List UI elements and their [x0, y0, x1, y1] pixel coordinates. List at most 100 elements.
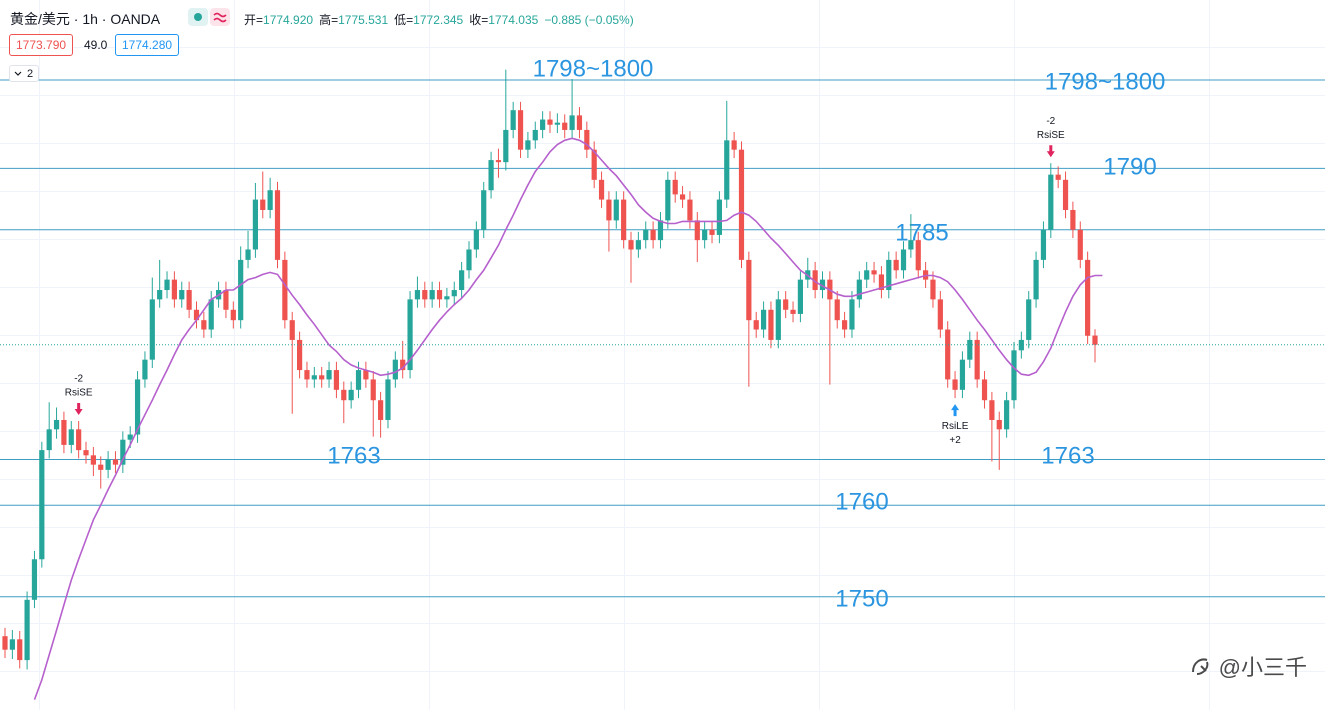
candle-body — [223, 290, 229, 310]
candle-body — [436, 290, 443, 300]
candle-body — [105, 459, 111, 470]
candle-body — [1048, 174, 1054, 230]
candle-body — [724, 140, 730, 200]
signal-arrow — [951, 404, 960, 417]
candle-body — [576, 115, 583, 130]
signal-qty: -2 — [1046, 116, 1055, 127]
candle-body — [466, 249, 472, 271]
candle-body — [945, 329, 951, 380]
candle-body — [967, 339, 973, 360]
candle-body — [1026, 299, 1032, 340]
candle-body — [841, 320, 848, 330]
candle-body — [1077, 229, 1083, 260]
candle-body — [871, 270, 877, 275]
candle-body — [1011, 350, 1017, 401]
candle-body — [326, 370, 332, 380]
signal-arrow — [74, 403, 83, 416]
level-label: 1763 — [327, 442, 380, 469]
level-label: 1760 — [835, 488, 888, 515]
candle-body — [1092, 335, 1098, 345]
candle-body — [760, 309, 767, 330]
level-label: 1798~1800 — [1045, 68, 1166, 95]
candle-body — [937, 299, 943, 330]
signal-name: RsiLE — [942, 421, 969, 432]
candle-body — [915, 240, 921, 271]
candle-body — [363, 370, 369, 380]
level-label: 1785 — [895, 219, 948, 246]
ask-box[interactable]: 1774.280 — [115, 34, 180, 56]
candle-body — [385, 379, 391, 420]
candle-body — [142, 359, 148, 380]
signal-qty: -2 — [74, 374, 83, 385]
candle-body — [311, 375, 317, 380]
candle-body — [1055, 174, 1061, 180]
candle-body — [31, 559, 38, 600]
candle-body — [635, 240, 641, 250]
candle-body — [679, 194, 686, 200]
candle-body — [120, 439, 126, 465]
candle-body — [400, 359, 406, 371]
candle-body — [429, 290, 435, 300]
candle-body — [341, 389, 347, 401]
candle-body — [230, 309, 236, 321]
candle-body — [606, 199, 612, 221]
bid-box[interactable]: 1773.790 — [9, 34, 74, 56]
candle-body — [643, 229, 649, 241]
candle-body — [171, 279, 177, 300]
approx-glyph — [213, 12, 227, 23]
ohlc-label: 高= — [319, 13, 339, 27]
candle-body — [407, 299, 413, 371]
candle-body — [98, 464, 104, 470]
collapsed-count: 2 — [27, 67, 34, 80]
collapse-button[interactable]: 2 — [9, 65, 39, 82]
candle-body — [1033, 259, 1039, 300]
candle-body — [76, 429, 82, 451]
candle-body — [864, 270, 870, 280]
candle-body — [370, 379, 376, 401]
candle-body — [834, 299, 840, 321]
candle-body — [179, 290, 185, 300]
candle-body — [201, 320, 207, 330]
ohlc-value: 1774.035 — [488, 13, 539, 27]
delay-icon — [210, 8, 230, 26]
candle-body — [267, 190, 273, 210]
candle-body — [650, 229, 656, 241]
candle-body — [90, 455, 96, 465]
ohlc-label: 低= — [394, 13, 414, 27]
candle-body — [68, 429, 74, 445]
candle-body — [444, 296, 450, 300]
candle-body — [2, 636, 8, 650]
candle-body — [797, 279, 804, 314]
candle-body — [790, 309, 796, 314]
candle-body — [628, 240, 634, 250]
candle-body — [481, 190, 487, 230]
candle-body — [1070, 209, 1076, 230]
candle-body — [540, 119, 546, 130]
watermark: @小三千 — [1189, 650, 1307, 682]
candle-body — [584, 129, 590, 150]
candle-body — [959, 359, 966, 390]
candle-body — [127, 434, 133, 440]
candle-body — [238, 259, 244, 321]
candle-body — [613, 199, 619, 221]
candle-body — [672, 179, 678, 195]
candle-body — [768, 309, 774, 340]
candle-body — [208, 299, 214, 330]
candle-body — [378, 400, 384, 420]
candle-body — [83, 450, 89, 456]
candle-body — [296, 339, 303, 371]
ohlc-label: 开= — [244, 13, 264, 27]
status-icons[interactable] — [188, 8, 230, 28]
candle-body — [9, 639, 15, 650]
candle-body — [392, 359, 398, 380]
candle-body — [252, 199, 259, 250]
candle-body — [731, 140, 737, 150]
candle-body — [495, 160, 502, 163]
candle-body — [1018, 339, 1024, 351]
candle-body — [753, 320, 759, 330]
candle-body — [952, 379, 958, 390]
candle-body — [17, 639, 23, 661]
candle-body — [61, 419, 67, 445]
ohlc-label: 收= — [469, 13, 489, 27]
